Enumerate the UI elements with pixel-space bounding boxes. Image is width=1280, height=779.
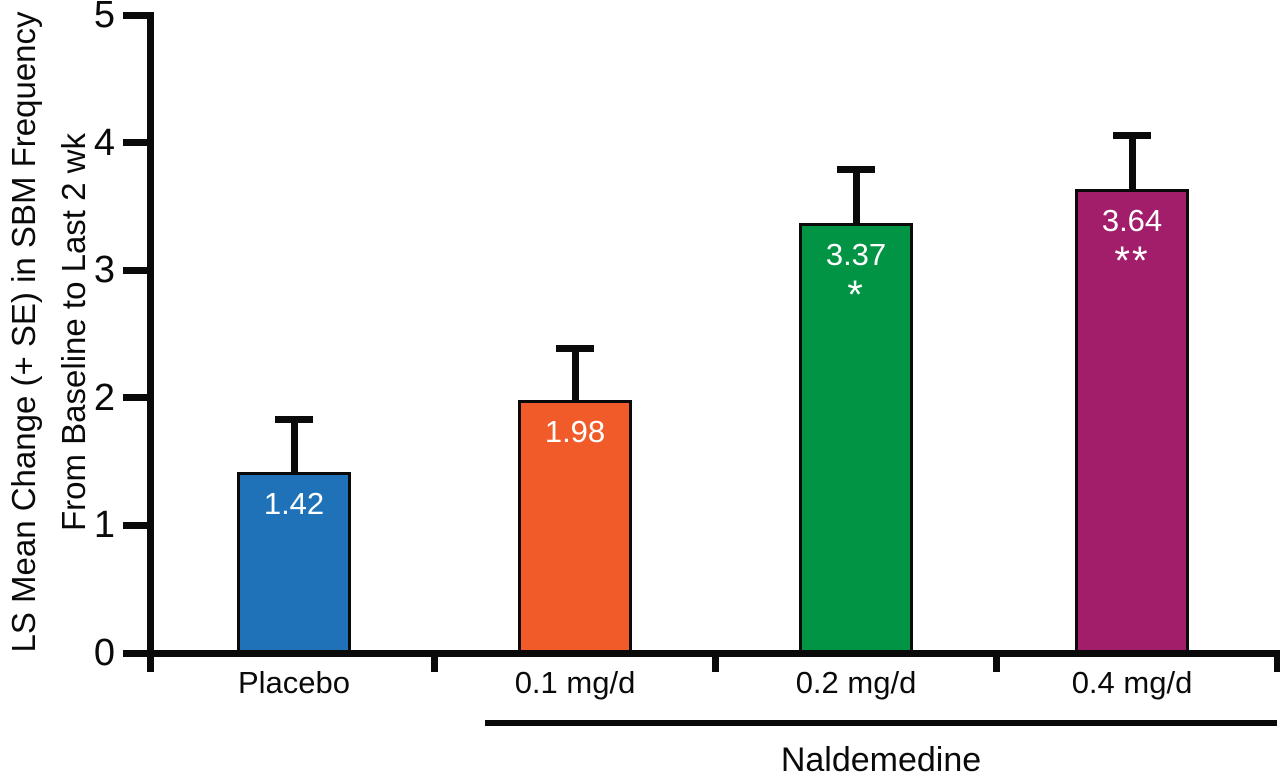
error-bar-cap (275, 416, 313, 424)
y-tick-mark (123, 394, 150, 402)
y-tick-mark (123, 649, 150, 657)
y-tick-label: 5 (93, 0, 115, 36)
y-tick-mark (123, 266, 150, 274)
error-bar-cap (1113, 131, 1151, 139)
significance-marker: * (847, 272, 865, 317)
bar-0-4-mg-d (1075, 188, 1189, 656)
error-bar-stem (290, 419, 298, 472)
bar-0-1-mg-d (518, 400, 632, 656)
naldemedine-group-label: Naldemedine (780, 741, 982, 779)
y-tick-mark (123, 521, 150, 529)
error-bar-stem (1128, 134, 1136, 189)
y-tick-label: 2 (93, 376, 115, 419)
x-tick-mark (1273, 650, 1280, 672)
significance-marker: ** (1114, 238, 1150, 283)
y-axis-line (147, 12, 154, 672)
bar-value-label: 1.98 (544, 414, 606, 450)
x-tick-mark (992, 650, 1000, 672)
y-tick-label: 3 (93, 249, 115, 292)
y-axis-title-line2: From Baseline to Last 2 wk (55, 133, 92, 531)
y-tick-label: 0 (93, 632, 115, 674)
x-category-label: 0.1 mg/d (514, 665, 636, 700)
y-tick-mark (123, 11, 150, 19)
bar-value-label: 3.64 (1101, 202, 1163, 238)
y-axis-title-line1: LS Mean Change (+ SE) in SBM Frequency (5, 11, 42, 653)
y-tick-label: 1 (93, 504, 115, 547)
bar-value-label: 1.42 (263, 485, 325, 521)
error-bar-stem (571, 348, 579, 401)
error-bar-stem (852, 169, 860, 223)
error-bar-cap (556, 345, 594, 353)
bar-value-label: 3.37 (825, 236, 887, 272)
y-tick-label: 4 (93, 121, 115, 164)
naldemedine-group-line (485, 720, 1277, 726)
y-tick-mark (123, 139, 150, 147)
x-tick-mark (711, 650, 719, 672)
bar-0-2-mg-d (799, 222, 913, 656)
x-category-label: 0.4 mg/d (1071, 665, 1193, 700)
x-tick-mark (430, 650, 438, 672)
x-category-label: Placebo (237, 665, 351, 700)
x-axis-line (147, 650, 1280, 657)
x-category-label: 0.2 mg/d (795, 665, 917, 700)
error-bar-cap (837, 166, 875, 174)
